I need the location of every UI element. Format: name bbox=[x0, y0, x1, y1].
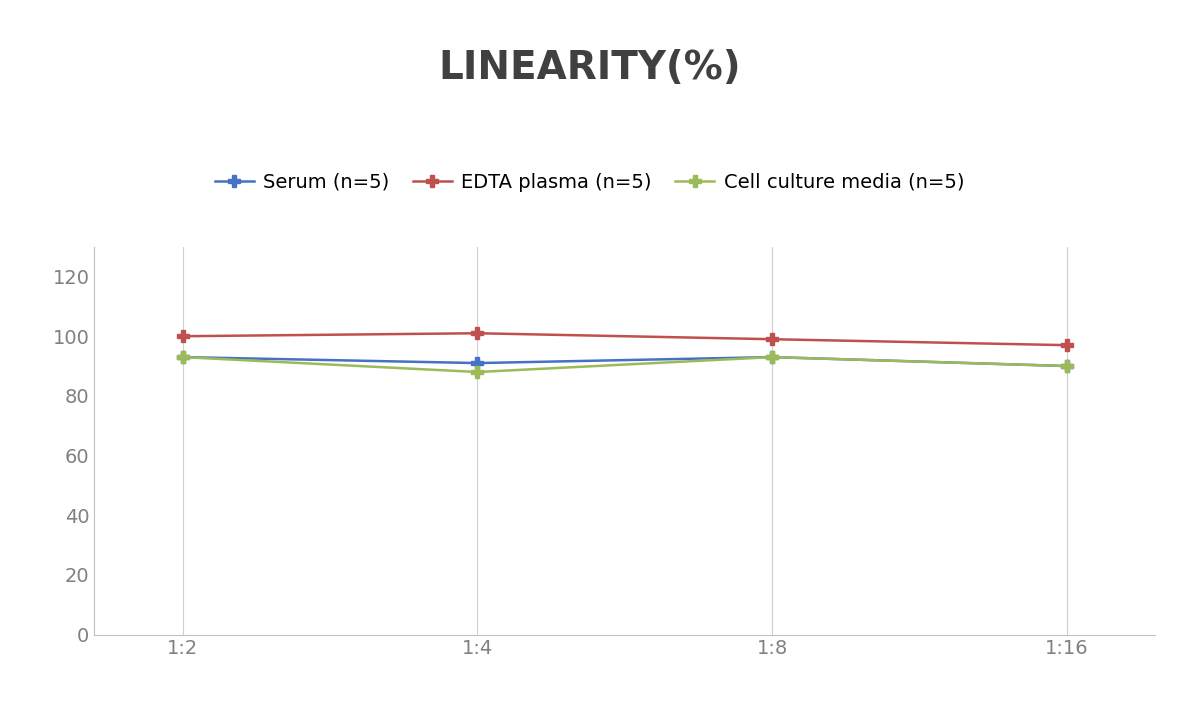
Cell culture media (n=5) bbox=[176, 353, 190, 362]
Serum (n=5) bbox=[1060, 362, 1074, 370]
Serum (n=5) bbox=[470, 359, 485, 367]
Cell culture media (n=5) bbox=[470, 368, 485, 376]
Serum (n=5) bbox=[176, 353, 190, 362]
Serum (n=5) bbox=[765, 353, 779, 362]
Text: LINEARITY(%): LINEARITY(%) bbox=[439, 49, 740, 87]
Line: EDTA plasma (n=5): EDTA plasma (n=5) bbox=[177, 328, 1073, 350]
Cell culture media (n=5) bbox=[1060, 362, 1074, 370]
Line: Serum (n=5): Serum (n=5) bbox=[177, 352, 1073, 372]
Legend: Serum (n=5), EDTA plasma (n=5), Cell culture media (n=5): Serum (n=5), EDTA plasma (n=5), Cell cul… bbox=[206, 165, 973, 200]
EDTA plasma (n=5) bbox=[176, 332, 190, 341]
EDTA plasma (n=5) bbox=[470, 329, 485, 338]
Line: Cell culture media (n=5): Cell culture media (n=5) bbox=[177, 352, 1073, 378]
EDTA plasma (n=5) bbox=[1060, 341, 1074, 350]
Cell culture media (n=5) bbox=[765, 353, 779, 362]
EDTA plasma (n=5) bbox=[765, 335, 779, 343]
